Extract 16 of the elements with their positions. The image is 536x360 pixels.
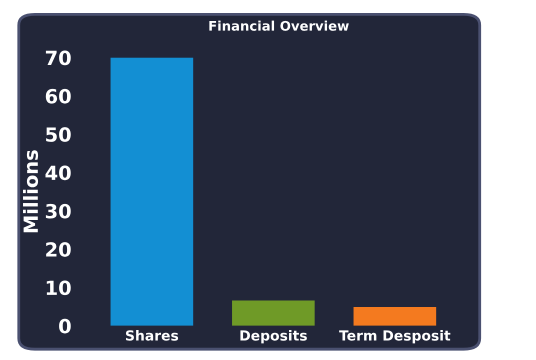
x-tick-label: Deposits — [240, 330, 307, 344]
bar — [232, 300, 315, 326]
y-tick-label: 10 — [46, 280, 71, 296]
y-tick-label: 40 — [45, 166, 71, 180]
y-axis-title: Millions — [23, 150, 38, 232]
x-tick-label: Term Desposit — [339, 330, 450, 344]
chart-title: Financial Overview — [209, 20, 349, 31]
x-tick-label: Shares — [126, 330, 178, 341]
y-tick-label: 20 — [46, 242, 71, 257]
y-tick-label: 0 — [59, 318, 71, 334]
y-tick-label: 50 — [46, 127, 71, 142]
bar — [110, 58, 194, 326]
y-tick-label: 30 — [46, 204, 71, 219]
y-tick-label: 60 — [46, 88, 71, 104]
y-tick-label: 70 — [46, 50, 71, 66]
bar — [354, 307, 436, 326]
